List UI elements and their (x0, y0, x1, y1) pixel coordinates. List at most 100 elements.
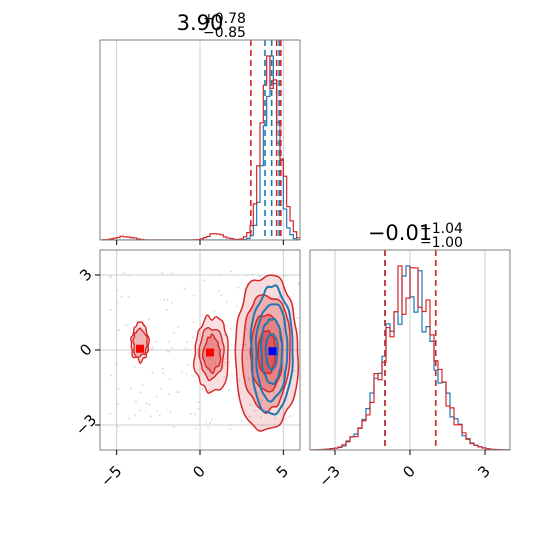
scatter-point (141, 383, 144, 386)
scatter-point (261, 400, 263, 402)
scatter-point (206, 368, 209, 371)
scatter-point (229, 428, 231, 431)
scatter-point (228, 361, 231, 364)
scatter-point (117, 403, 120, 405)
y-title-plus: +1.04 (420, 221, 463, 237)
scatter-point (296, 317, 299, 320)
scatter-point (223, 358, 226, 361)
scatter-point (191, 336, 194, 339)
y-histogram-title: −0.01 (368, 221, 432, 245)
scatter-point (272, 390, 275, 393)
scatter-point (134, 414, 137, 417)
xy-ytick-label-2: 3 (76, 265, 95, 284)
scatter-point (151, 348, 153, 351)
y-histogram-bars (310, 265, 510, 450)
scatter-point (176, 391, 179, 394)
scatter-point (244, 343, 247, 346)
x-title-plus: +0.78 (203, 11, 246, 27)
scatter-point (224, 323, 227, 326)
scatter-point (171, 302, 173, 304)
scatter-point (210, 357, 213, 360)
scatter-point (245, 328, 248, 330)
scatter-point (135, 400, 137, 403)
scatter-point (109, 275, 112, 278)
scatter-point (185, 373, 188, 375)
scatter-point (257, 337, 260, 340)
scatter-point (184, 347, 187, 350)
scatter-point (168, 377, 171, 380)
scatter-point (249, 363, 251, 366)
scatter-point (284, 417, 287, 420)
scatter-point (208, 389, 210, 392)
scatter-point (172, 331, 175, 334)
scatter-point (193, 294, 195, 297)
scatter-point (129, 387, 132, 390)
scatter-point (282, 275, 285, 278)
scatter-point (169, 410, 172, 413)
scatter-point (109, 413, 112, 415)
scatter-point (116, 303, 119, 305)
scatter-point (253, 409, 256, 412)
scatter-point (229, 424, 232, 426)
scatter-point (120, 295, 123, 298)
scatter-point (183, 287, 186, 290)
xy-contour-regions (109, 270, 300, 432)
scatter-point (154, 340, 157, 343)
scatter-point (186, 341, 188, 343)
scatter-point (208, 357, 210, 360)
scatter-point (230, 270, 232, 273)
xy-ytick-label-1: 0 (76, 340, 95, 359)
scatter-point (214, 361, 217, 364)
y-title-minus: −1.00 (420, 235, 463, 251)
scatter-point (151, 371, 154, 374)
scatter-point (168, 350, 171, 353)
blue-contour-0 (249, 284, 294, 416)
scatter-point (158, 414, 161, 417)
scatter-point (222, 365, 225, 368)
scatter-point (170, 272, 173, 275)
scatter-point (293, 369, 296, 372)
scatter-point (148, 403, 151, 406)
scatter-point (197, 401, 200, 404)
scatter-point (258, 275, 261, 278)
scatter-point (155, 410, 158, 412)
scatter-point (161, 272, 164, 274)
scatter-point (216, 378, 219, 381)
y-histogram-quantile-lines (384, 250, 437, 450)
scatter-point (210, 418, 213, 421)
red-histogram-step (310, 265, 510, 450)
y-title-value: −0.01 (368, 221, 432, 245)
red-histogram-step (100, 55, 300, 240)
scatter-point (222, 367, 224, 370)
scatter-point (180, 370, 183, 373)
scatter-point (251, 273, 254, 276)
scatter-point (127, 295, 130, 298)
xy-xtick-label-0: −5 (97, 462, 125, 490)
scatter-point (190, 413, 192, 415)
scatter-point (187, 364, 189, 366)
scatter-point (145, 402, 148, 405)
scatter-point (238, 379, 241, 382)
scatter-point (260, 416, 262, 419)
x-title-value: 3.90 (177, 11, 224, 35)
scatter-point (117, 329, 120, 332)
x-histogram-quantile-lines (250, 40, 282, 240)
scatter-point (218, 290, 220, 292)
scatter-point (235, 305, 238, 308)
y-hist-xtick-label-1: 0 (399, 462, 418, 481)
scatter-point (227, 389, 230, 392)
scatter-point (249, 415, 251, 418)
scatter-point (163, 298, 165, 301)
scatter-point (284, 274, 287, 277)
scatter-point (127, 417, 130, 420)
scatter-point (116, 425, 119, 428)
y-hist-xtick-label-2: 3 (474, 462, 493, 481)
x-histogram-grid (116, 40, 284, 240)
x-histogram-panel: 3.90 +0.78 −0.85 (99, 11, 301, 245)
scatter-point (161, 367, 164, 370)
scatter-point (192, 321, 195, 324)
scatter-point (274, 416, 277, 419)
scatter-point (162, 372, 164, 374)
scatter-point (172, 425, 175, 428)
